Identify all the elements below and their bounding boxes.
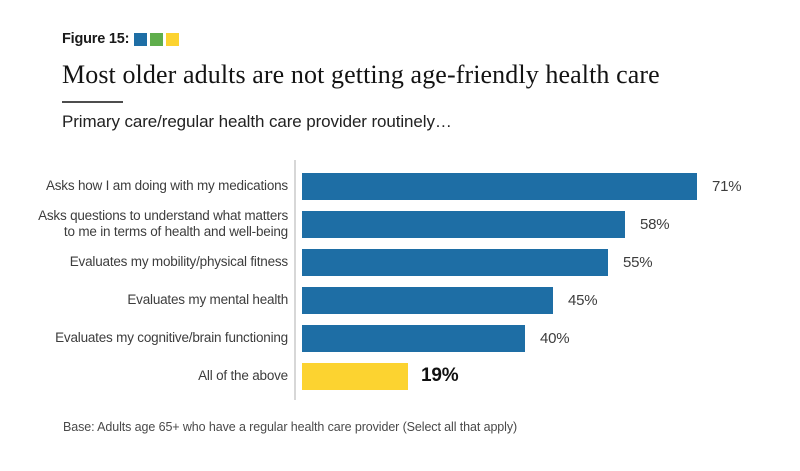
value-label: 58% [640, 215, 670, 233]
category-label: All of the above [198, 368, 288, 383]
bar-track: 58% [302, 210, 670, 238]
chart-row: Evaluates my cognitive/brain functioning… [0, 319, 790, 357]
chart-subtitle: Primary care/regular health care provide… [62, 112, 452, 131]
bar-track: 19% [302, 362, 459, 390]
legend-square-blue-icon [134, 32, 148, 46]
category-label: Asks questions to understand what matter… [38, 208, 288, 239]
category-label: Evaluates my cognitive/brain functioning [55, 330, 288, 345]
category-label: Evaluates my mental health [127, 292, 288, 307]
title-underline [62, 101, 123, 103]
figure-number-label: Figure 15: [62, 31, 130, 47]
bar-track: 71% [302, 172, 742, 200]
bar [302, 248, 608, 276]
y-axis-line [294, 160, 296, 400]
chart-row: Asks how I am doing with my medications 7… [0, 167, 790, 205]
chart-rows: Asks how I am doing with my medications 7… [0, 167, 790, 395]
value-label: 19% [421, 365, 459, 386]
bar-track: 55% [302, 248, 653, 276]
bar-track: 45% [302, 286, 598, 314]
bar [302, 172, 697, 200]
figure-header: Figure 15: [62, 31, 182, 47]
bar [302, 362, 408, 390]
chart-row: Asks questions to understand what matter… [0, 205, 790, 243]
category-label: Evaluates my mobility/physical fitness [69, 254, 288, 269]
bar [302, 210, 625, 238]
chart-row: All of the above 19% [0, 357, 790, 395]
bar [302, 286, 553, 314]
bar-track: 40% [302, 324, 570, 352]
value-label: 71% [712, 177, 742, 195]
category-label: Asks how I am doing with my medications [45, 178, 288, 193]
value-label: 45% [568, 291, 598, 309]
chart-title: Most older adults are not getting age-fr… [62, 60, 660, 89]
value-label: 55% [623, 253, 653, 271]
bar [302, 324, 525, 352]
chart-row: Evaluates my mental health 45% [0, 281, 790, 319]
base-note: Base: Adults age 65+ who have a regular … [63, 420, 518, 434]
legend-square-yellow-icon [166, 32, 180, 46]
value-label: 40% [540, 329, 570, 347]
legend-square-green-icon [150, 32, 164, 46]
chart-row: Evaluates my mobility/physical fitness 55… [0, 243, 790, 281]
